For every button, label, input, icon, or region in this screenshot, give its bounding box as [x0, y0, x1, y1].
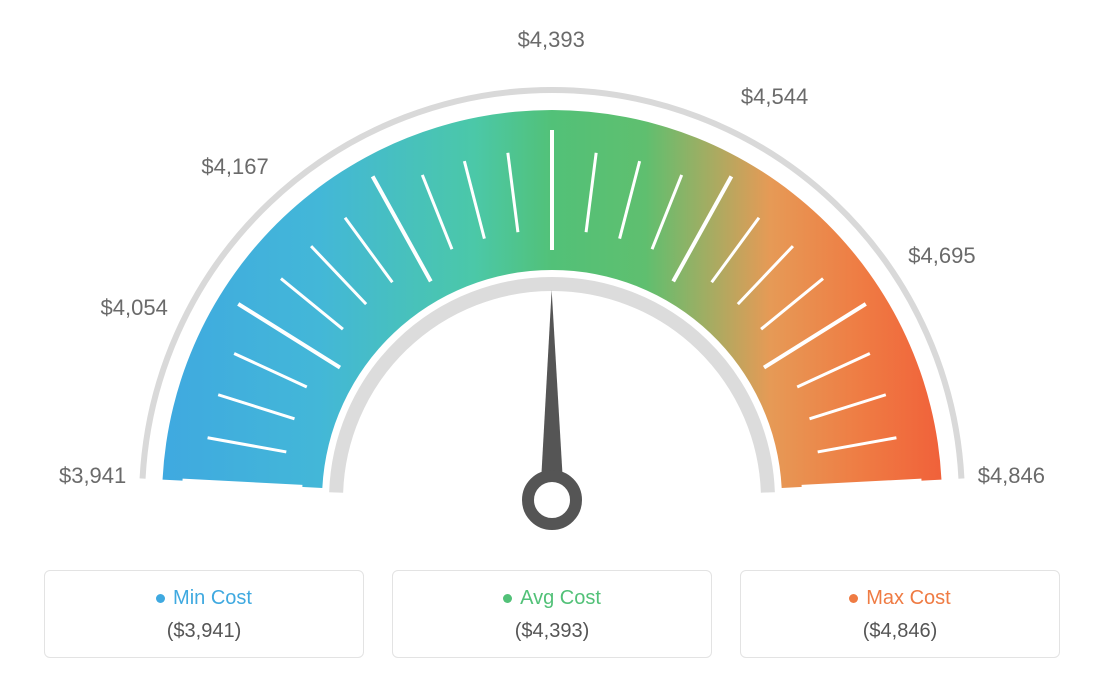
legend-label-max: Max Cost — [866, 587, 950, 610]
legend-value-max: ($4,846) — [751, 620, 1049, 643]
gauge-tick-label: $4,167 — [201, 154, 268, 180]
legend-title-max: Max Cost — [849, 587, 950, 610]
legend-title-avg: Avg Cost — [503, 587, 601, 610]
gauge-tick-label: $4,054 — [101, 295, 168, 321]
legend-card-avg: Avg Cost ($4,393) — [392, 570, 712, 658]
cost-gauge: $3,941 $4,054 $4,167 $4,393 $4,544 $4,695 $4,8… — [20, 20, 1084, 540]
dot-icon — [849, 594, 858, 603]
legend-value-avg: ($4,393) — [403, 620, 701, 643]
gauge-tick-label: $3,941 — [59, 463, 126, 489]
dot-icon — [503, 594, 512, 603]
legend-row: Min Cost ($3,941) Avg Cost ($4,393) Max … — [20, 570, 1084, 658]
legend-title-min: Min Cost — [156, 587, 252, 610]
legend-label-min: Min Cost — [173, 587, 252, 610]
legend-value-min: ($3,941) — [55, 620, 353, 643]
gauge-tick-label: $4,695 — [908, 243, 975, 269]
legend-card-max: Max Cost ($4,846) — [740, 570, 1060, 658]
dot-icon — [156, 594, 165, 603]
gauge-tick-label: $4,846 — [978, 463, 1045, 489]
legend-label-avg: Avg Cost — [520, 587, 601, 610]
gauge-tick-label: $4,393 — [518, 27, 585, 53]
gauge-svg — [20, 20, 1084, 540]
legend-card-min: Min Cost ($3,941) — [44, 570, 364, 658]
gauge-tick-label: $4,544 — [741, 84, 808, 110]
